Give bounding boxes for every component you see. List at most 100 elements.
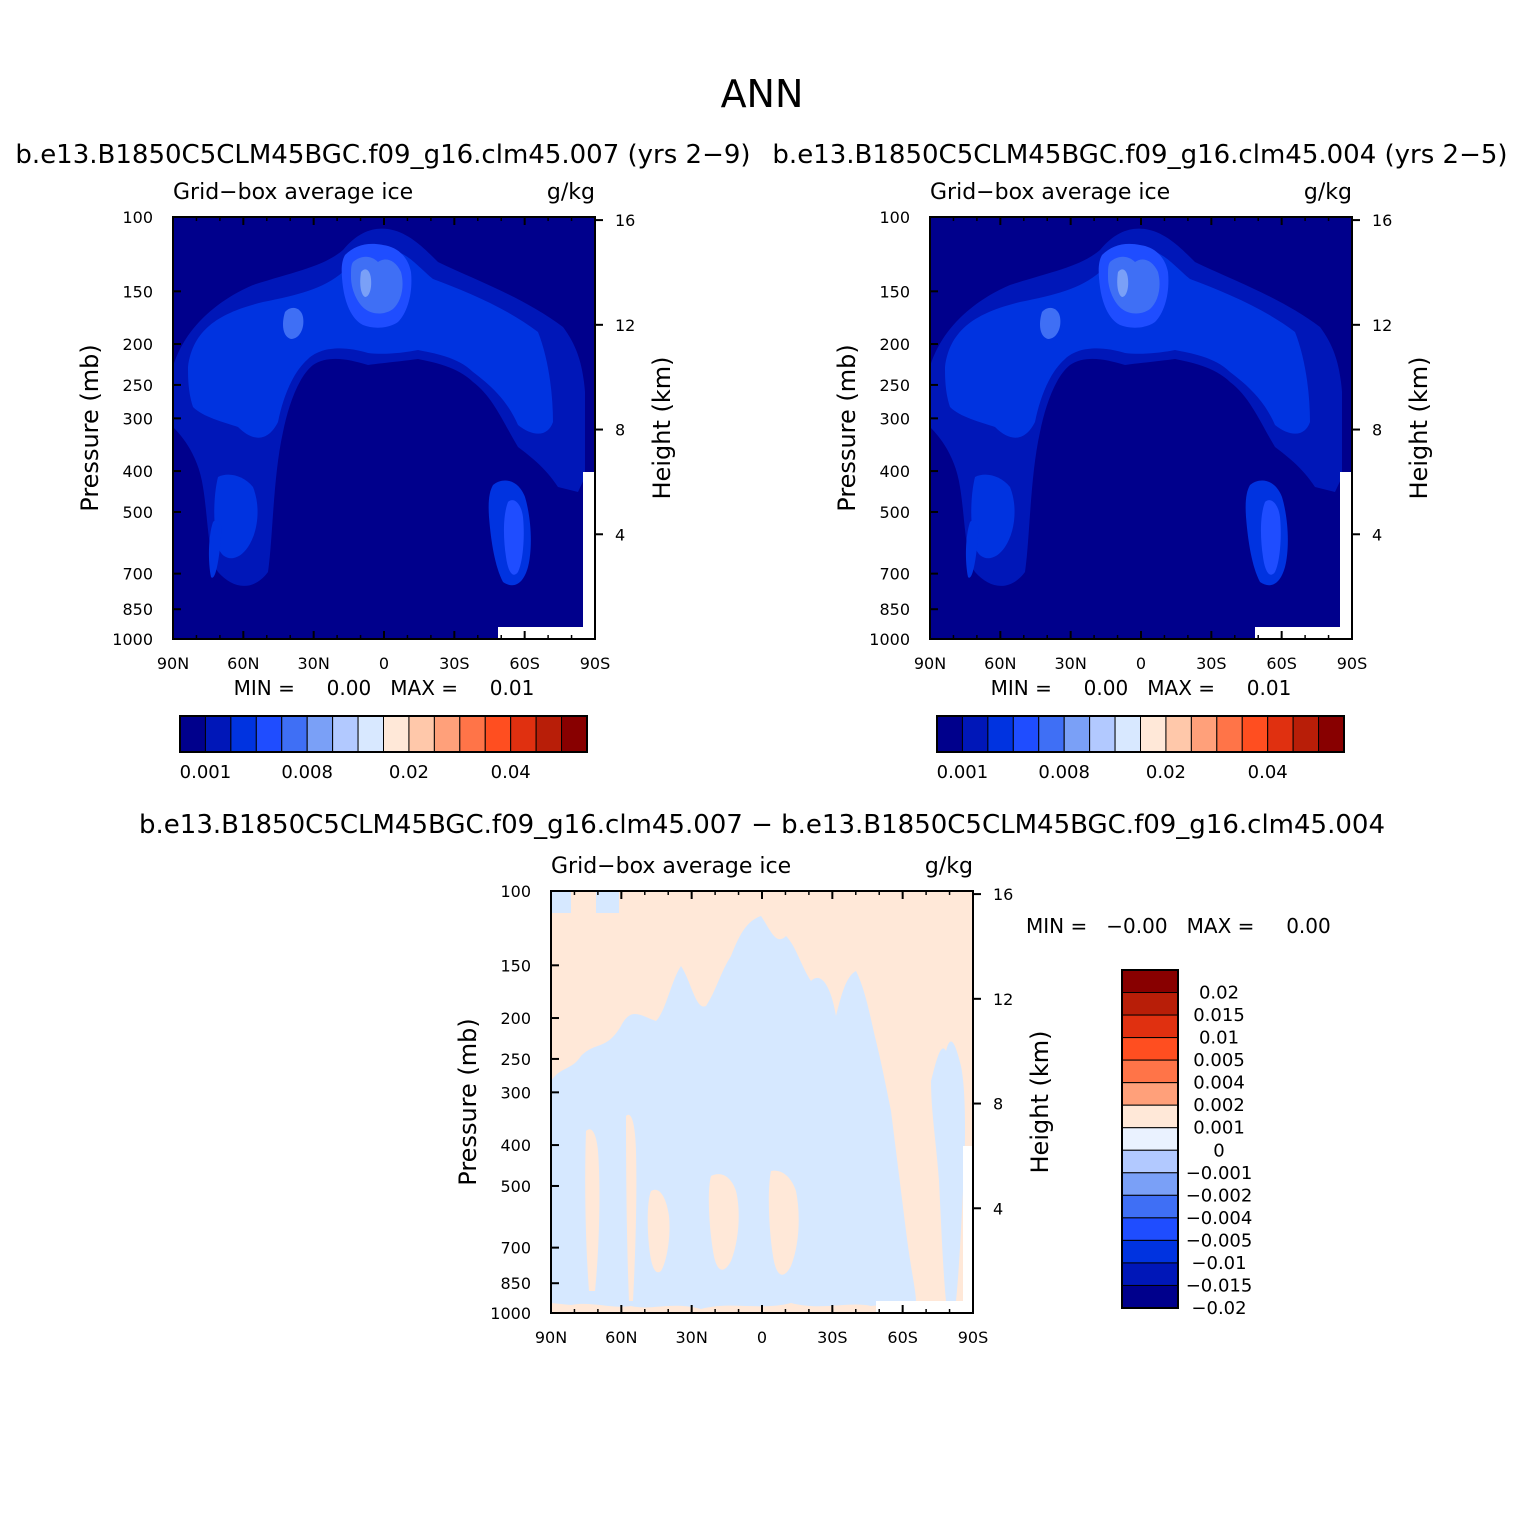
colorbar-swatch <box>510 715 537 753</box>
panel2-missing-data-2 <box>1340 472 1352 627</box>
colorbar-swatch <box>1121 1262 1179 1286</box>
x-tick-label: 60N <box>605 1328 637 1347</box>
colorbar-label: 0.008 <box>281 762 333 783</box>
colorbar-swatch <box>255 715 283 753</box>
colorbar-frame <box>1121 969 1179 1309</box>
y-tick-label: 700 <box>122 565 153 584</box>
panel2-rticks: 16 12 8 4 <box>1352 211 1392 544</box>
y-tick-label: 1000 <box>869 630 910 649</box>
panel1-level-4b <box>283 307 304 339</box>
y-right-tick-label: 8 <box>993 1095 1003 1114</box>
panel1-subtitle-right: g/kg <box>547 180 595 205</box>
y-tick-label: 850 <box>879 600 910 619</box>
y-tick-label: 250 <box>122 376 153 395</box>
panel2-stats: MIN = 0.00 MAX = 0.01 <box>991 676 1292 700</box>
panel1-stats: MIN = 0.00 MAX = 0.01 <box>234 676 535 700</box>
colorbar-frame <box>179 715 588 753</box>
panel1-subtitle-left: Grid−box average ice <box>173 180 413 205</box>
panel1-rticks: 16 12 8 4 <box>595 211 635 544</box>
panel3-subtitle-left: Grid−box average ice <box>551 854 791 879</box>
y-tick-label: 500 <box>500 1177 531 1196</box>
panel3-missing-data-2 <box>963 1146 973 1301</box>
panel1-title: b.e13.B1850C5CLM45BGC.f09_g16.clm45.007 … <box>15 140 750 170</box>
colorbar-label: 0.01 <box>1199 1028 1239 1049</box>
colorbar-swatch <box>1318 715 1345 753</box>
colorbar-swatch <box>987 715 1014 753</box>
y-tick-label: 700 <box>500 1239 531 1258</box>
x-tick-label: 60S <box>509 654 540 673</box>
colorbar-swatch <box>1121 1037 1179 1061</box>
panel2-subtitle-right: g/kg <box>1304 180 1352 205</box>
panel1-colorbar: 0.001 0.008 0.02 0.04 <box>179 715 588 783</box>
x-tick-label: 90S <box>1337 654 1368 673</box>
y-tick-label: 150 <box>879 282 910 301</box>
y-right-tick-label: 16 <box>1372 211 1392 230</box>
panel2-missing-data <box>1255 627 1352 639</box>
colorbar-swatch <box>936 715 963 753</box>
y-tick-label: 250 <box>500 1050 531 1069</box>
colorbar-swatch <box>1012 715 1040 753</box>
panel2-level-4b <box>1040 307 1061 339</box>
colorbar-swatch <box>1121 1014 1179 1039</box>
panel1: Grid−box average ice g/kg 90N 60N 30N 0 30S 6… <box>76 180 676 700</box>
y-tick-label: 850 <box>500 1274 531 1293</box>
x-tick-label: 90N <box>914 654 946 673</box>
panel1-level-2 <box>188 248 553 438</box>
colorbar-swatch <box>306 715 334 753</box>
x-tick-label: 30S <box>817 1328 848 1347</box>
y-tick-label: 200 <box>879 335 910 354</box>
x-tick-label: 60N <box>227 654 259 673</box>
colorbar-label: 0.004 <box>1193 1073 1245 1094</box>
colorbar-swatch <box>1216 715 1243 753</box>
y-tick-label: 1000 <box>490 1304 531 1323</box>
panel1-missing-data <box>498 627 595 639</box>
panel3-level-positive-3 <box>626 1114 637 1301</box>
y-right-tick-label: 12 <box>993 990 1013 1009</box>
colorbar-swatch <box>1121 1104 1179 1129</box>
y-tick-label: 500 <box>879 503 910 522</box>
panel3-level-negative <box>551 916 916 1309</box>
x-tick-label: 30S <box>1196 654 1227 673</box>
panel3-level-negative-3 <box>551 891 571 913</box>
colorbar-label: 0.001 <box>1193 1118 1245 1139</box>
x-tick-label: 0 <box>379 654 389 673</box>
colorbar-swatch <box>1121 992 1179 1016</box>
colorbar-swatch <box>1121 1172 1179 1196</box>
colorbar-swatch <box>179 715 206 753</box>
panel3-contour-field <box>551 891 973 1313</box>
panel2-colorbar: 0.001 0.008 0.02 0.04 <box>936 715 1345 783</box>
y-tick-label: 400 <box>122 462 153 481</box>
panel2-title: b.e13.B1850C5CLM45BGC.f09_g16.clm45.004 … <box>772 140 1507 170</box>
colorbar-label: −0.005 <box>1186 1230 1253 1251</box>
colorbar-swatch <box>1165 715 1192 753</box>
y-right-tick-label: 16 <box>993 885 1013 904</box>
colorbar-swatch <box>1121 1127 1179 1151</box>
panel3-level-positive-4 <box>708 1174 739 1270</box>
panel2-level-2c <box>965 520 979 578</box>
colorbar-swatch <box>1121 1194 1179 1219</box>
x-tick-label: 90S <box>580 654 611 673</box>
panel1-level-2b <box>214 474 258 559</box>
y-right-tick-label: 12 <box>615 316 635 335</box>
panel1-level-5 <box>360 269 372 297</box>
colorbar-swatch <box>1121 1059 1179 1084</box>
colorbar-label: −0.01 <box>1191 1253 1246 1274</box>
y-tick-label: 400 <box>879 462 910 481</box>
y-right-tick-label: 8 <box>615 421 625 440</box>
panel3-subtitle-right: g/kg <box>925 854 973 879</box>
y-tick-label: 250 <box>879 376 910 395</box>
colorbar-swatch <box>332 715 359 753</box>
x-tick-label: 30N <box>298 654 330 673</box>
colorbar-label: 0.005 <box>1193 1050 1245 1071</box>
colorbar-swatch <box>1140 715 1167 753</box>
panel1-yticks: 100 150 200 250 300 400 500 700 850 1000 <box>112 208 181 649</box>
panel3-stats: MIN = −0.00 MAX = 0.00 <box>1026 914 1331 938</box>
figure-title: ANN <box>721 72 804 116</box>
y-right-tick-label: 4 <box>1372 525 1382 544</box>
panel3-level-positive-5 <box>768 1170 799 1275</box>
x-tick-label: 60S <box>887 1328 918 1347</box>
colorbar-swatch <box>561 715 588 753</box>
y-tick-label: 100 <box>879 208 910 227</box>
panel1-ylabel: Pressure (mb) <box>76 344 104 511</box>
y-tick-label: 200 <box>122 335 153 354</box>
